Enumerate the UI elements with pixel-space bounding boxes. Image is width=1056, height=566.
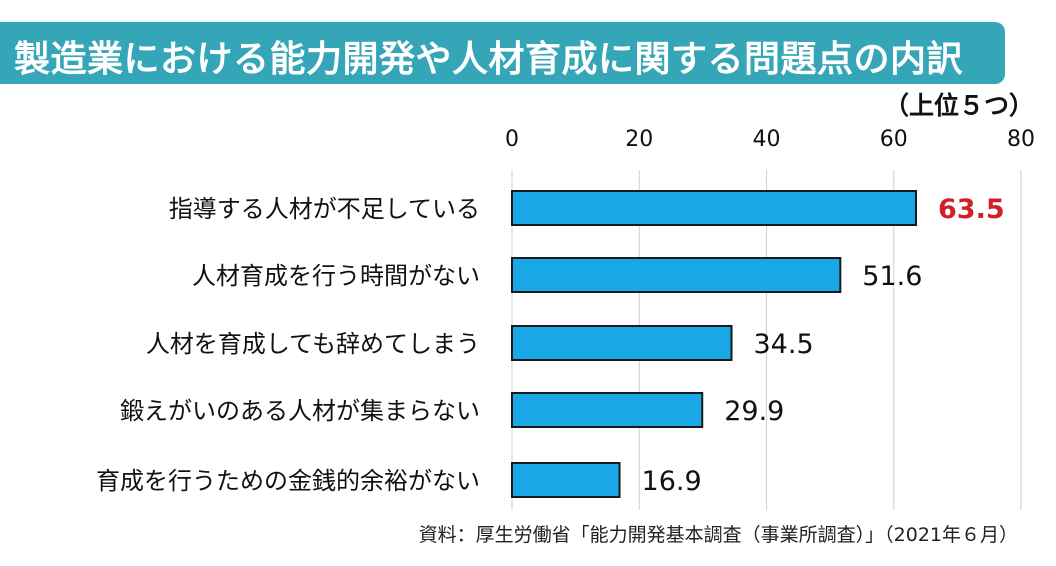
category-label: 鍛えがいのある人材が集まらない bbox=[120, 397, 480, 425]
category-label: 人材を育成しても辞めてしまう bbox=[146, 330, 480, 358]
value-label: 29.9 bbox=[724, 396, 784, 427]
bar bbox=[511, 392, 704, 428]
x-tick-label: 40 bbox=[753, 127, 781, 152]
bar bbox=[511, 462, 621, 498]
value-label: 63.5 bbox=[938, 194, 1005, 225]
unit-note: （上位５つ） bbox=[883, 91, 1034, 120]
chart-title: 製造業における能力開発や人材育成に関する問題点の内訳 bbox=[14, 39, 964, 80]
category-label: 人材育成を行う時間がない bbox=[192, 262, 480, 290]
category-label: 指導する人材が不足している bbox=[169, 195, 480, 223]
value-label: 16.9 bbox=[642, 466, 702, 497]
title-banner: 製造業における能力開発や人材育成に関する問題点の内訳 bbox=[0, 22, 1005, 84]
value-label: 34.5 bbox=[754, 329, 814, 360]
source-note: 資料：厚生労働省「能力開発基本調査（事業所調査）」（2021年６月） bbox=[418, 524, 1018, 546]
bar bbox=[511, 190, 918, 226]
x-tick-label: 20 bbox=[625, 127, 653, 152]
x-tick-label: 60 bbox=[880, 127, 908, 152]
bar bbox=[511, 325, 733, 361]
x-tick-label: 0 bbox=[505, 127, 519, 152]
x-tick-label: 80 bbox=[1007, 127, 1035, 152]
value-label: 51.6 bbox=[862, 261, 922, 292]
category-label: 育成を行うための金銭的余裕がない bbox=[96, 467, 480, 495]
bar bbox=[511, 257, 842, 293]
